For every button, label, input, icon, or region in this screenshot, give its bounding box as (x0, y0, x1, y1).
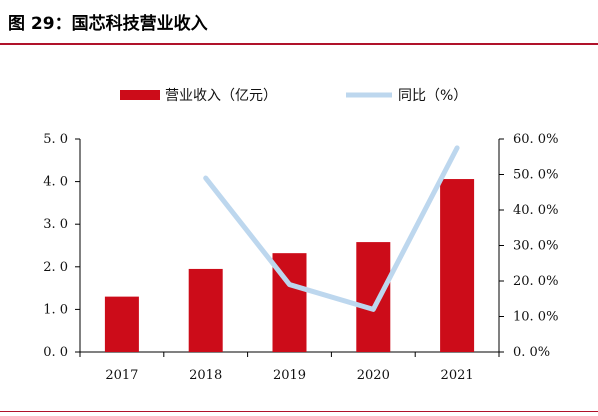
legend-bar-swatch (120, 90, 160, 100)
legend-line-label: 同比（%） (398, 88, 467, 104)
figure-title: 图 29：国芯科技营业收入 (8, 14, 208, 34)
x-axis-tick-label: 2021 (441, 368, 474, 383)
left-axis-tick-label: 3. 0 (43, 217, 68, 232)
revenue-bar (188, 268, 223, 352)
left-axis-tick-label: 4. 0 (43, 175, 68, 190)
bar-series (104, 179, 475, 352)
right-axis-tick-label: 50. 0% (513, 168, 558, 183)
x-axis-tick-label: 2020 (357, 368, 390, 383)
right-axis-tick-label: 10. 0% (513, 310, 558, 325)
yoy-growth-point (289, 284, 290, 286)
revenue-bar (440, 179, 475, 352)
chart-axes: 0. 0 1. 0 2. 0 3. 0 4. 0 5. 0 0. 0% 10. 0% 20. 0… (43, 132, 558, 383)
left-axis-tick-label: 2. 0 (43, 260, 68, 275)
yoy-growth-point (456, 147, 458, 149)
revenue-bar (104, 296, 139, 352)
x-axis-tick-label: 2019 (273, 368, 306, 383)
right-axis-tick-label: 20. 0% (513, 274, 558, 289)
yoy-growth-point (372, 308, 374, 310)
x-axis-tick-label: 2017 (105, 368, 138, 383)
yoy-growth-point (205, 177, 207, 179)
chart-legend: 营业收入（亿元） 同比（%） (120, 88, 467, 104)
right-axis-tick-label: 40. 0% (513, 203, 558, 218)
left-axis-tick-label: 1. 0 (43, 302, 68, 317)
title-rule (0, 43, 598, 45)
x-axis-tick-label: 2018 (189, 368, 222, 383)
left-axis-tick-label: 0. 0 (43, 345, 68, 360)
revenue-bar (356, 242, 391, 352)
left-axis-tick-label: 5. 0 (43, 132, 68, 147)
yoy-growth-line (203, 145, 460, 312)
line-series (203, 145, 460, 312)
right-axis-tick-label: 0. 0% (513, 345, 550, 360)
right-axis-tick-label: 30. 0% (513, 239, 558, 254)
legend-bar-label: 营业收入（亿元） (165, 88, 277, 104)
right-axis-tick-label: 60. 0% (513, 132, 558, 147)
bottom-rule (0, 411, 598, 412)
